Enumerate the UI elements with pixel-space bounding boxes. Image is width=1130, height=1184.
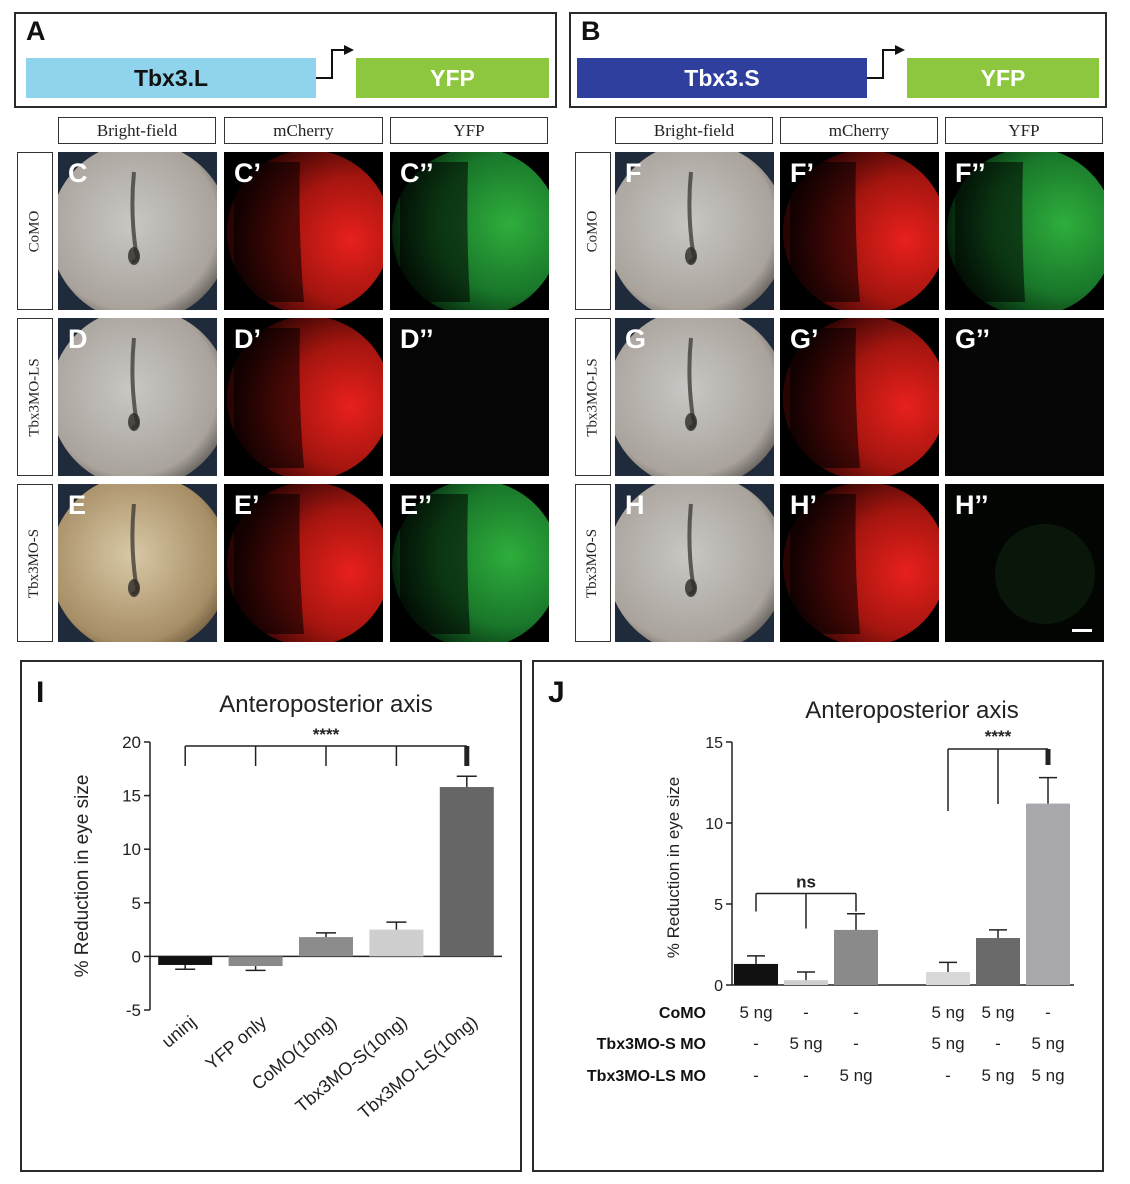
condition-value: 5 ng	[981, 1066, 1014, 1085]
condition-value: 5 ng	[1031, 1066, 1064, 1085]
bar	[158, 956, 213, 965]
bar	[439, 787, 494, 957]
promoter-arrow-icon	[316, 45, 354, 79]
promoter-arrow-icon	[867, 45, 905, 79]
row-header-como: CoMO	[17, 152, 53, 310]
micrograph-brightfield: D	[58, 318, 217, 476]
y-tick-label: 10	[122, 840, 141, 859]
condition-value: 5 ng	[839, 1066, 872, 1085]
y-tick-label: 0	[714, 978, 723, 995]
significance-label: ****	[313, 725, 340, 744]
micrograph-brightfield: H	[615, 484, 774, 642]
scale-bar	[1072, 629, 1092, 632]
condition-label: Tbx3MO-S MO	[597, 1036, 706, 1053]
y-tick-label: 15	[122, 787, 141, 806]
condition-value: -	[853, 1003, 859, 1022]
y-tick-label: 20	[122, 733, 141, 752]
micrograph-mcherry: F’	[780, 152, 939, 310]
y-tick-label: 0	[132, 947, 141, 966]
condition-value: -	[803, 1003, 809, 1022]
condition-value: 5 ng	[981, 1003, 1014, 1022]
condition-label: CoMO	[659, 1005, 706, 1022]
micrograph-brightfield: C	[58, 152, 217, 310]
condition-value: -	[753, 1066, 759, 1085]
row-header-tbx3mo-ls: Tbx3MO-LS	[17, 318, 53, 476]
y-tick-label: 5	[132, 894, 141, 913]
panel-label-i: I	[36, 676, 45, 709]
micrograph-mcherry: G’	[780, 318, 939, 476]
bar	[926, 972, 970, 985]
chart-title: Anteroposterior axis	[805, 697, 1018, 724]
construct-box-b: B Tbx3.S YFP	[569, 12, 1107, 108]
chart-i-box: I Anteroposterior axis % Reduction in eye…	[20, 660, 522, 1172]
column-header-brightfield: Bright-field	[58, 117, 216, 144]
micrograph-mcherry: E’	[224, 484, 383, 642]
micrograph-yfp: C’’	[390, 152, 549, 310]
y-tick-label: -5	[126, 1001, 141, 1020]
construct-box-a: A Tbx3.L YFP	[14, 12, 557, 108]
column-header-mcherry: mCherry	[780, 117, 938, 144]
condition-value: 5 ng	[931, 1003, 964, 1022]
significance-label: ****	[985, 727, 1012, 746]
row-header-como: CoMO	[575, 152, 611, 310]
gene-box-tbx3l: Tbx3.L	[26, 58, 316, 98]
row-header-tbx3mo-s: Tbx3MO-S	[575, 484, 611, 642]
bar	[834, 929, 878, 985]
condition-value: -	[995, 1034, 1001, 1053]
micrograph-yfp: H’’	[945, 484, 1104, 642]
condition-value: 5 ng	[931, 1034, 964, 1053]
column-header-yfp: YFP	[390, 117, 548, 144]
chart-i: Anteroposterior axis % Reduction in eye s…	[72, 691, 502, 1123]
row-header-tbx3mo-s: Tbx3MO-S	[17, 484, 53, 642]
bar	[976, 938, 1020, 985]
y-tick-label: 5	[714, 897, 723, 914]
column-header-yfp: YFP	[945, 117, 1103, 144]
condition-label: Tbx3MO-LS MO	[587, 1068, 706, 1085]
y-tick-label: 10	[705, 816, 723, 833]
x-tick-label: YFP only	[202, 1012, 271, 1074]
y-tick-label: 15	[705, 735, 723, 752]
micrograph-mcherry: C’	[224, 152, 383, 310]
chart-title: Anteroposterior axis	[219, 691, 432, 718]
reporter-box-yfp-b: YFP	[907, 58, 1099, 98]
chart-j: Anteroposterior axis % Reduction in eye s…	[587, 697, 1074, 1085]
micrograph-yfp: E’’	[390, 484, 549, 642]
bar	[228, 956, 283, 967]
significance-label: ns	[796, 873, 816, 892]
condition-value: -	[853, 1034, 859, 1053]
x-tick-label: Tbx3MO-LS(10ng)	[354, 1012, 481, 1123]
condition-value: 5 ng	[1031, 1034, 1064, 1053]
y-axis-label: % Reduction in eye size	[72, 775, 93, 978]
reporter-box-yfp-a: YFP	[356, 58, 549, 98]
micrograph-yfp: G’’	[945, 318, 1104, 476]
condition-value: -	[753, 1034, 759, 1053]
condition-value: -	[1045, 1003, 1051, 1022]
bar	[734, 963, 778, 985]
y-axis-label: % Reduction in eye size	[664, 777, 683, 958]
chart-j-box: J Anteroposterior axis % Reduction in eye…	[532, 660, 1104, 1172]
gene-box-tbx3s: Tbx3.S	[577, 58, 867, 98]
condition-value: 5 ng	[739, 1003, 772, 1022]
condition-value: 5 ng	[789, 1034, 822, 1053]
micrograph-yfp: F’’	[945, 152, 1104, 310]
bar	[784, 980, 828, 985]
row-header-tbx3mo-ls: Tbx3MO-LS	[575, 318, 611, 476]
bar	[299, 937, 353, 957]
bar	[1026, 803, 1070, 985]
micrograph-brightfield: G	[615, 318, 774, 476]
condition-value: -	[945, 1066, 951, 1085]
panel-label-a: A	[26, 16, 46, 46]
micrograph-mcherry: D’	[224, 318, 383, 476]
panel-label-j: J	[548, 676, 565, 709]
x-tick-label: uninj	[158, 1012, 200, 1052]
micrograph-mcherry: H’	[780, 484, 939, 642]
column-header-brightfield: Bright-field	[615, 117, 773, 144]
column-header-mcherry: mCherry	[224, 117, 383, 144]
panel-label-b: B	[581, 16, 601, 46]
micrograph-yfp: D’’	[390, 318, 549, 476]
condition-value: -	[803, 1066, 809, 1085]
bar	[369, 929, 424, 957]
micrograph-brightfield: E	[58, 484, 217, 642]
micrograph-brightfield: F	[615, 152, 774, 310]
